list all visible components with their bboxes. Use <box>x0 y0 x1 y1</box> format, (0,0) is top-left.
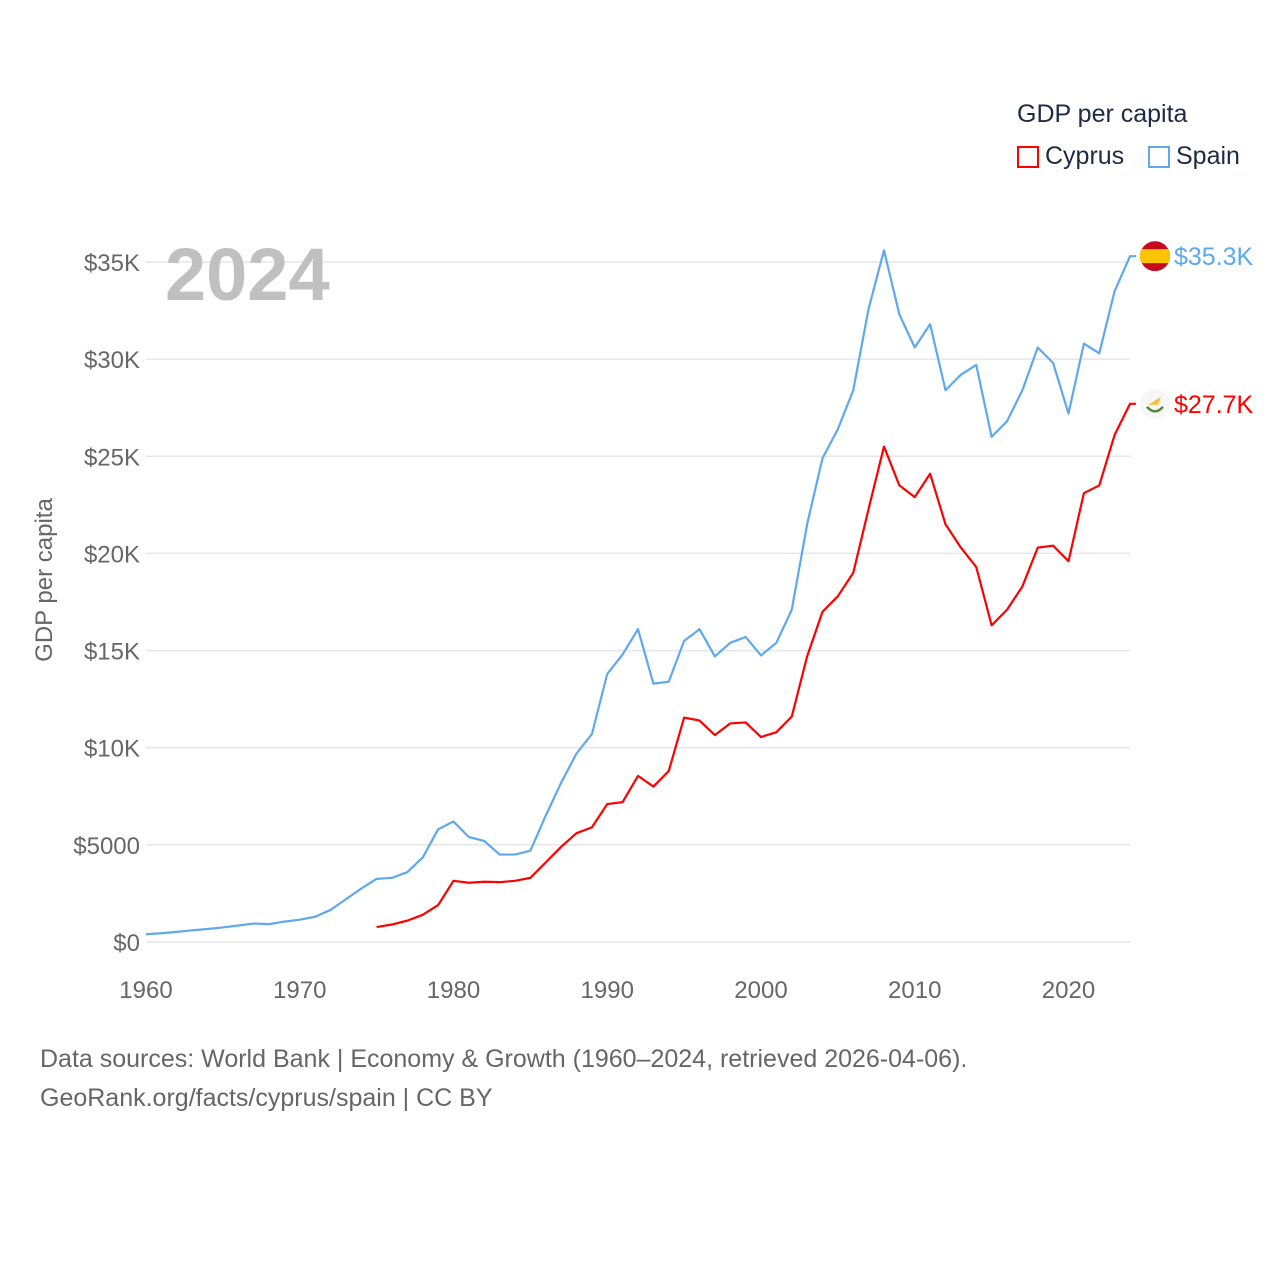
series-line-spain <box>145 249 1136 936</box>
end-value-label-cyprus: $27.7K <box>1174 391 1254 419</box>
y-tick-label: $15K <box>84 639 140 666</box>
gridlines <box>146 261 1130 943</box>
year-label: 2024 <box>165 233 330 316</box>
y-tick-label: $10K <box>84 736 140 763</box>
y-axis-ticks: $0 $5000 $10K $15K $20K $25K $30K $35K <box>73 250 140 957</box>
end-labels: $27.7K $35.3K <box>1140 241 1254 419</box>
y-tick-label: $30K <box>84 347 140 374</box>
legend-title: GDP per capita <box>1017 100 1188 128</box>
y-axis-label: GDP per capita <box>31 498 58 662</box>
y-tick-label: $0 <box>113 930 140 957</box>
series-lines <box>145 249 1136 936</box>
spain-flag-icon <box>1140 241 1170 272</box>
end-value-label-spain: $35.3K <box>1174 243 1254 271</box>
x-tick-label: 2000 <box>734 977 787 1004</box>
legend-swatch-spain <box>1148 145 1170 168</box>
legend-label-cyprus: Cyprus <box>1045 142 1125 170</box>
x-tick-label: 2010 <box>888 977 941 1004</box>
x-tick-label: 2020 <box>1042 977 1095 1004</box>
cyprus-flag-icon <box>1140 388 1170 419</box>
y-tick-label: $25K <box>84 444 140 471</box>
legend-item-spain[interactable]: Spain <box>1148 142 1240 171</box>
x-tick-label: 1970 <box>273 977 326 1004</box>
series-line-cyprus <box>376 402 1136 929</box>
x-tick-label: 1960 <box>119 977 172 1004</box>
y-tick-label: $5000 <box>73 833 140 860</box>
legend-label-spain: Spain <box>1176 142 1240 170</box>
data-source-text: Data sources: World Bank | Economy & Gro… <box>40 1045 968 1073</box>
attribution-link[interactable]: GeoRank.org/facts/cyprus/spain | CC BY <box>40 1084 493 1112</box>
x-tick-label: 1990 <box>581 977 634 1004</box>
x-axis-ticks: 1960 1970 1980 1990 2000 2010 2020 <box>119 977 1095 1004</box>
legend-item-cyprus[interactable]: Cyprus <box>1017 142 1124 171</box>
y-tick-label: $20K <box>84 541 140 568</box>
legend-swatch-cyprus <box>1017 145 1039 168</box>
y-tick-label: $35K <box>84 250 140 277</box>
x-tick-label: 1980 <box>427 977 480 1004</box>
